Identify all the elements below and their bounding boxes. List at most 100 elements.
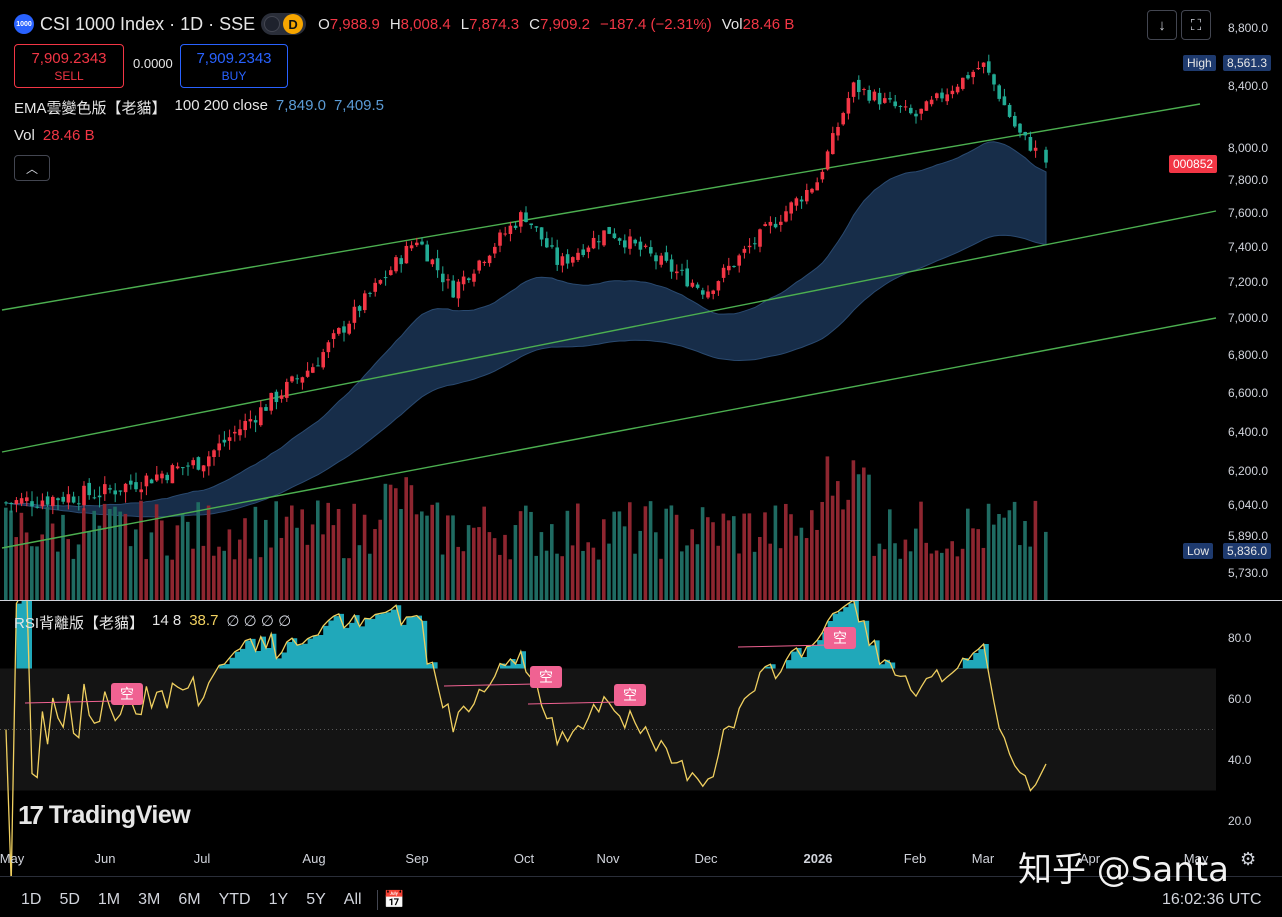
volume-bar xyxy=(934,550,939,600)
y-tick-label: 7,400.0 xyxy=(1228,240,1268,254)
candle-body xyxy=(779,221,783,225)
candle-body xyxy=(155,474,159,481)
clock-time[interactable]: 16:02:36 UTC xyxy=(1162,891,1262,908)
price-chart[interactable]: 5,730.0 5,890.0 6,040.0 6,200.0 6,400.0 6,600… xyxy=(0,0,1282,600)
candle-body xyxy=(134,482,138,490)
volume-bar xyxy=(607,543,611,600)
candle-body xyxy=(290,376,294,382)
volume-bar xyxy=(440,554,445,600)
volume-bar xyxy=(617,511,622,600)
candle-body xyxy=(862,89,866,91)
range-all[interactable]: All xyxy=(343,890,362,908)
candle-body xyxy=(669,259,674,272)
candle-body xyxy=(1044,149,1048,163)
range-5d[interactable]: 5D xyxy=(59,890,80,908)
volume-bar xyxy=(154,504,159,600)
candle-body xyxy=(940,92,944,99)
volume-bar xyxy=(378,519,382,600)
volume-bar xyxy=(591,547,596,600)
gear-icon[interactable]: ⚙ xyxy=(1240,849,1257,869)
volume-bar xyxy=(30,546,34,600)
volume-bar xyxy=(144,559,148,600)
pane-divider[interactable] xyxy=(0,600,1282,601)
volume-bar xyxy=(321,534,325,600)
volume-bar xyxy=(97,525,102,600)
symbol-logo[interactable]: 1000 xyxy=(14,14,34,34)
candle-body xyxy=(784,211,788,222)
volume-bar xyxy=(253,506,258,600)
candle-body xyxy=(498,232,502,246)
candle-body xyxy=(1013,115,1017,127)
low-tag-value: 5,836.0 xyxy=(1223,543,1272,559)
buy-price: 7,909.2343 xyxy=(196,49,272,67)
volume-legend[interactable]: Vol 28.46 B xyxy=(14,127,95,144)
candle-body xyxy=(217,443,221,451)
candle-body xyxy=(732,265,736,267)
candle-body xyxy=(175,466,180,469)
range-1y[interactable]: 1Y xyxy=(268,890,289,908)
candle-body xyxy=(529,223,533,226)
candle-body xyxy=(212,450,216,458)
volume-bar xyxy=(316,500,320,600)
rsi-tick-label: 60.0 xyxy=(1228,692,1252,706)
volume-bar xyxy=(747,513,752,600)
volume-bar xyxy=(14,537,18,600)
volume-bar xyxy=(347,558,351,600)
range-6m[interactable]: 6M xyxy=(178,890,201,908)
candle-body xyxy=(30,501,34,507)
rsi-legend[interactable]: RSI背離版【老貓】 14 8 38.7 ∅ ∅ ∅ ∅ xyxy=(14,612,291,633)
volume-bar xyxy=(217,546,221,600)
volume-bar xyxy=(4,507,8,600)
candle-body xyxy=(675,271,679,274)
range-ytd[interactable]: YTD xyxy=(218,890,251,908)
volume-bar xyxy=(258,557,263,600)
volume-bar xyxy=(856,474,861,600)
sell-button[interactable]: 7,909.2343 SELL xyxy=(14,44,124,88)
candle-body xyxy=(612,233,617,239)
volume-bar xyxy=(784,503,788,600)
volume-bar xyxy=(690,529,694,600)
calendar-goto-icon[interactable]: 📅 xyxy=(383,889,405,909)
ohlc-high: H8,008.4 xyxy=(389,15,451,33)
candle-body xyxy=(415,242,419,246)
candle-body xyxy=(482,261,487,264)
candle-body xyxy=(513,225,518,228)
ema-legend[interactable]: EMA雲變色版【老貓】 100 200 close 7,849.0 7,409.… xyxy=(14,97,384,118)
candle-body xyxy=(654,255,658,262)
volume-bar xyxy=(716,545,720,600)
range-1d[interactable]: 1D xyxy=(21,890,42,908)
candle-body xyxy=(773,223,778,228)
volume-bar xyxy=(628,502,632,600)
candle-body xyxy=(394,257,398,272)
range-1m[interactable]: 1M xyxy=(97,890,121,908)
volume-bar xyxy=(71,558,76,600)
volume-bar xyxy=(435,502,440,600)
volume-bar xyxy=(113,506,117,600)
candle-body xyxy=(924,101,929,111)
volume-bar xyxy=(50,523,55,600)
volume-bar xyxy=(513,525,518,600)
buy-button[interactable]: 7,909.2343 BUY xyxy=(180,44,288,88)
range-5y[interactable]: 5Y xyxy=(306,890,326,908)
market-status-pill[interactable]: D xyxy=(261,13,307,35)
volume-bar xyxy=(669,505,674,600)
candle-body xyxy=(664,252,669,261)
volume-bar xyxy=(742,513,746,600)
volume-bar xyxy=(706,517,710,600)
candle-body xyxy=(992,74,996,85)
volume-bar xyxy=(789,514,793,600)
divergence-marker xyxy=(824,627,856,649)
ema-value-slow: 7,409.5 xyxy=(333,97,385,114)
collapse-legend-button[interactable]: ︿ xyxy=(14,155,50,181)
download-button[interactable]: ↓ xyxy=(1147,10,1177,40)
y-tick-label: 5,730.0 xyxy=(1228,566,1268,580)
fullscreen-button[interactable]: ⛶ xyxy=(1181,10,1211,40)
volume-bar xyxy=(206,505,211,600)
volume-bar xyxy=(612,511,616,600)
symbol-title[interactable]: CSI 1000 Index · 1D · SSE xyxy=(40,13,256,34)
candle-body xyxy=(66,494,71,503)
volume-bar xyxy=(87,531,91,600)
range-3m[interactable]: 3M xyxy=(138,890,161,908)
volume-bar xyxy=(186,521,190,600)
